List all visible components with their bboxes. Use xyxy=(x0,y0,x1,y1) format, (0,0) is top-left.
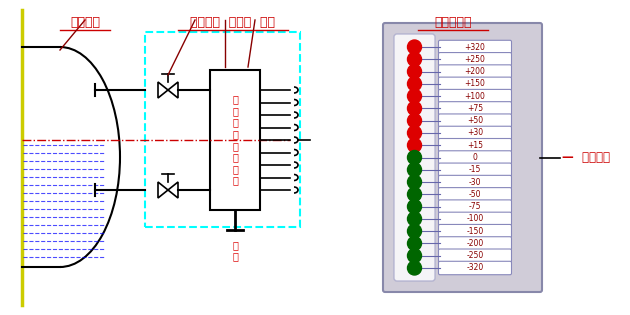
Circle shape xyxy=(408,65,421,78)
Text: -200: -200 xyxy=(466,239,484,248)
FancyBboxPatch shape xyxy=(438,114,512,127)
Circle shape xyxy=(408,175,421,189)
FancyBboxPatch shape xyxy=(438,53,512,66)
Text: 排
污: 排 污 xyxy=(232,240,238,261)
Text: +75: +75 xyxy=(467,104,483,113)
Text: 双
色
电
接
点
水
位
计: 双 色 电 接 点 水 位 计 xyxy=(232,94,238,186)
FancyBboxPatch shape xyxy=(438,237,512,250)
FancyBboxPatch shape xyxy=(438,261,512,275)
Text: -150: -150 xyxy=(466,227,484,236)
Text: +50: +50 xyxy=(467,116,483,125)
FancyBboxPatch shape xyxy=(438,77,512,90)
Circle shape xyxy=(408,77,421,91)
Text: 双色水位计: 双色水位计 xyxy=(434,16,472,29)
Text: -30: -30 xyxy=(469,178,481,186)
Text: -75: -75 xyxy=(469,202,481,211)
Circle shape xyxy=(408,126,421,140)
Text: +200: +200 xyxy=(464,67,486,76)
Text: +15: +15 xyxy=(467,141,483,150)
Text: +150: +150 xyxy=(464,79,486,88)
Text: —  报警输出: — 报警输出 xyxy=(562,151,610,164)
Circle shape xyxy=(408,89,421,103)
FancyBboxPatch shape xyxy=(438,212,512,226)
Text: +100: +100 xyxy=(464,92,486,100)
Circle shape xyxy=(408,224,421,238)
FancyBboxPatch shape xyxy=(438,249,512,262)
FancyBboxPatch shape xyxy=(438,163,512,176)
Text: -15: -15 xyxy=(469,165,481,174)
FancyBboxPatch shape xyxy=(438,65,512,78)
Bar xyxy=(145,32,300,227)
Text: 0: 0 xyxy=(472,153,478,162)
Circle shape xyxy=(408,114,421,128)
FancyBboxPatch shape xyxy=(438,102,512,115)
Circle shape xyxy=(408,200,421,214)
Circle shape xyxy=(408,138,421,152)
Text: -100: -100 xyxy=(466,215,484,223)
Circle shape xyxy=(408,163,421,177)
Circle shape xyxy=(408,101,421,115)
Text: 被测容器: 被测容器 xyxy=(70,16,100,29)
Text: 汽液阀门  测量筒  电极: 汽液阀门 测量筒 电极 xyxy=(190,16,275,29)
Circle shape xyxy=(408,212,421,226)
FancyBboxPatch shape xyxy=(383,23,542,292)
FancyBboxPatch shape xyxy=(438,139,512,152)
FancyBboxPatch shape xyxy=(438,151,512,164)
Text: +250: +250 xyxy=(464,55,486,64)
Circle shape xyxy=(408,187,421,201)
FancyBboxPatch shape xyxy=(438,126,512,140)
Text: -50: -50 xyxy=(469,190,481,199)
FancyBboxPatch shape xyxy=(438,225,512,238)
Text: -320: -320 xyxy=(466,264,484,272)
Circle shape xyxy=(408,261,421,275)
Circle shape xyxy=(408,151,421,164)
Circle shape xyxy=(408,40,421,54)
Text: -250: -250 xyxy=(466,251,484,260)
FancyBboxPatch shape xyxy=(438,89,512,103)
Circle shape xyxy=(408,52,421,66)
Text: +320: +320 xyxy=(464,43,486,51)
Bar xyxy=(210,70,260,210)
FancyBboxPatch shape xyxy=(438,188,512,201)
FancyBboxPatch shape xyxy=(438,175,512,189)
FancyBboxPatch shape xyxy=(438,40,512,54)
FancyBboxPatch shape xyxy=(394,34,435,281)
Text: +30: +30 xyxy=(467,129,483,137)
Circle shape xyxy=(408,237,421,250)
Circle shape xyxy=(408,249,421,263)
FancyBboxPatch shape xyxy=(438,200,512,213)
